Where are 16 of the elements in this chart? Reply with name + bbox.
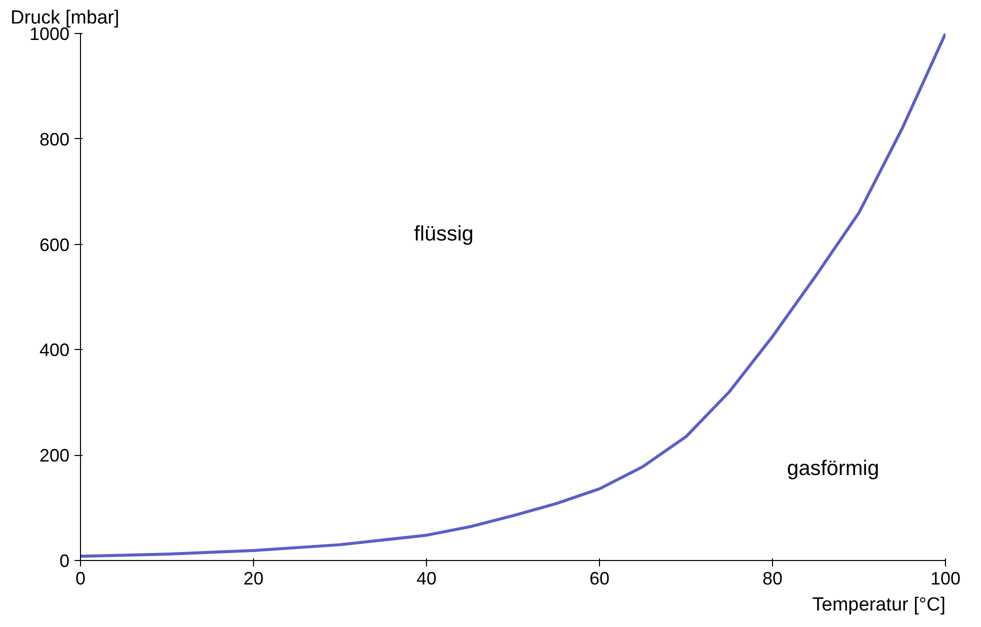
y-tick-label: 0 [59,551,70,571]
x-tick-label: 60 [589,568,610,588]
x-tick-label: 40 [416,568,437,588]
y-tick-label: 200 [39,446,70,466]
annotation: gasförmig [786,456,880,480]
x-tick-label: 0 [75,568,86,588]
line-series [80,34,946,558]
y-tick-label: 600 [39,234,70,255]
y-axis-title: Druck [mbar] [10,8,120,28]
x-tick-label: 20 [243,568,264,588]
x-tick-label: 100 [930,568,961,588]
x-tick-label: 80 [762,568,783,588]
y-tick-label: 400 [39,340,70,360]
y-tick-label: 800 [39,129,70,150]
x-axis-title: Temperatur [°C] [812,594,946,616]
annotation: flüssig [414,222,474,246]
